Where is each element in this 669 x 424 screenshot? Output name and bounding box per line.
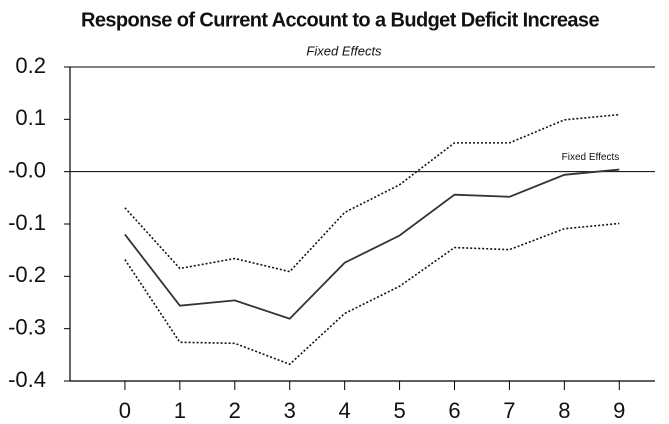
- y-tick-label: 0.1: [15, 105, 46, 130]
- y-tick-label: 0.2: [15, 53, 46, 78]
- series-label: Fixed Effects: [562, 152, 620, 163]
- y-tick-label: -0.2: [8, 262, 46, 287]
- series-line: [124, 168, 620, 320]
- chart-subtitle: Fixed Effects: [306, 43, 382, 58]
- x-tick-label: 2: [229, 398, 241, 423]
- x-tick-label: 1: [174, 398, 186, 423]
- x-tick-label: 4: [339, 398, 351, 423]
- y-tick-label: -0.3: [8, 314, 46, 339]
- y-tick-label: -0.0: [8, 157, 46, 182]
- y-tick-label: -0.4: [8, 367, 46, 392]
- x-tick-label: 7: [503, 398, 515, 423]
- x-tick-label: 6: [448, 398, 460, 423]
- series-line: [124, 222, 620, 366]
- x-tick-label: 5: [393, 398, 405, 423]
- x-tick-label: 3: [284, 398, 296, 423]
- x-tick-label: 0: [119, 398, 131, 423]
- chart-title: Response of Current Account to a Budget …: [81, 9, 599, 31]
- y-tick-label: -0.1: [8, 210, 46, 235]
- series-line: [124, 113, 620, 273]
- x-tick-label: 9: [613, 398, 625, 423]
- x-tick-label: 8: [558, 398, 570, 423]
